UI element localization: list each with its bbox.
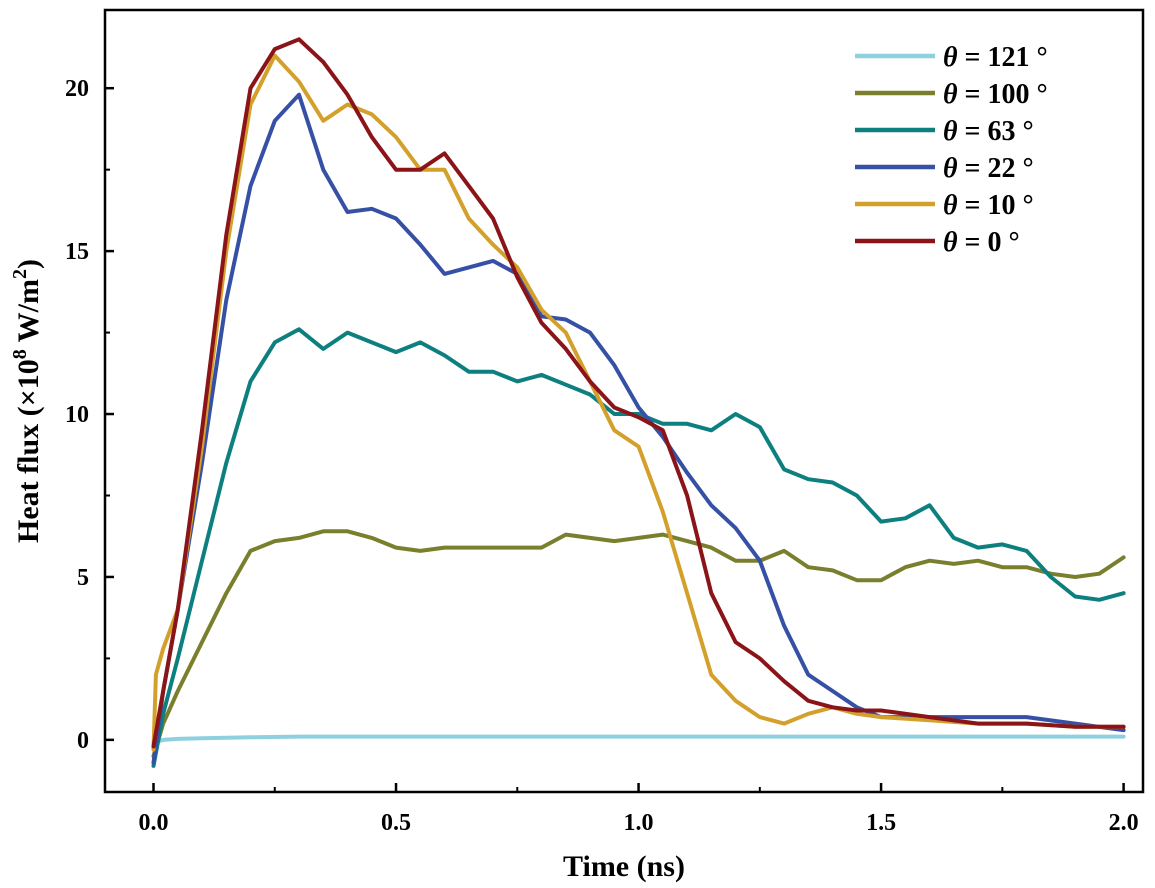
series-line-0 <box>151 734 1126 746</box>
x-tick-label: 1.0 <box>624 810 654 836</box>
y-axis-label-prefix: Heat flux (×10 <box>12 359 45 543</box>
series-line-5 <box>151 37 1126 749</box>
legend-value: = 121 ° <box>958 42 1048 73</box>
series-lines <box>151 37 1126 768</box>
legend-value: = 22 ° <box>958 153 1034 184</box>
x-tick-label: 0.5 <box>381 810 411 836</box>
legend-theta: θ <box>943 79 958 110</box>
legend-label: θ = 10 ° <box>943 190 1034 221</box>
legend: θ = 121 °θ = 100 °θ = 63 °θ = 22 °θ = 10… <box>855 42 1048 258</box>
x-axis-label: Time (ns) <box>563 850 685 883</box>
y-axis-label-exponent: 8 <box>9 349 31 359</box>
legend-value: = 63 ° <box>958 116 1034 147</box>
legend-value: = 0 ° <box>958 227 1020 258</box>
legend-theta: θ <box>943 153 958 184</box>
legend-label: θ = 100 ° <box>943 79 1048 110</box>
legend-theta: θ <box>943 227 958 258</box>
legend-value: = 100 ° <box>958 79 1048 110</box>
y-tick-label: 5 <box>77 565 89 591</box>
y-tick-label: 10 <box>65 402 89 428</box>
plot-frame <box>103 8 1145 794</box>
x-tick-label: 1.5 <box>866 810 896 836</box>
y-tick-label: 20 <box>65 76 89 102</box>
legend-value: = 10 ° <box>958 190 1034 221</box>
legend-theta: θ <box>943 116 958 147</box>
legend-label: θ = 121 ° <box>943 42 1048 73</box>
legend-theta: θ <box>943 190 958 221</box>
legend-label: θ = 22 ° <box>943 153 1034 184</box>
legend-label: θ = 0 ° <box>943 227 1020 258</box>
series-line-2 <box>151 327 1126 768</box>
x-tick-label: 0.0 <box>139 810 169 836</box>
series-line-4 <box>151 53 1126 752</box>
x-tick-label: 2.0 <box>1109 810 1139 836</box>
series-line-1 <box>151 529 1126 759</box>
y-tick-label: 15 <box>65 239 89 265</box>
y-axis-label-suffix: ) <box>12 259 45 269</box>
legend-label: θ = 63 ° <box>943 116 1034 147</box>
y-tick-label: 0 <box>77 728 89 754</box>
axes: 0.0 0.5 1.0 1.5 2.0 0 5 10 15 20 <box>65 76 1139 836</box>
y-axis-label: Heat flux (×108 W/m2) <box>9 259 45 543</box>
legend-theta: θ <box>943 42 958 73</box>
y-axis-label-unit: W/m <box>12 279 45 349</box>
y-axis-label-unit-exponent: 2 <box>9 269 31 279</box>
